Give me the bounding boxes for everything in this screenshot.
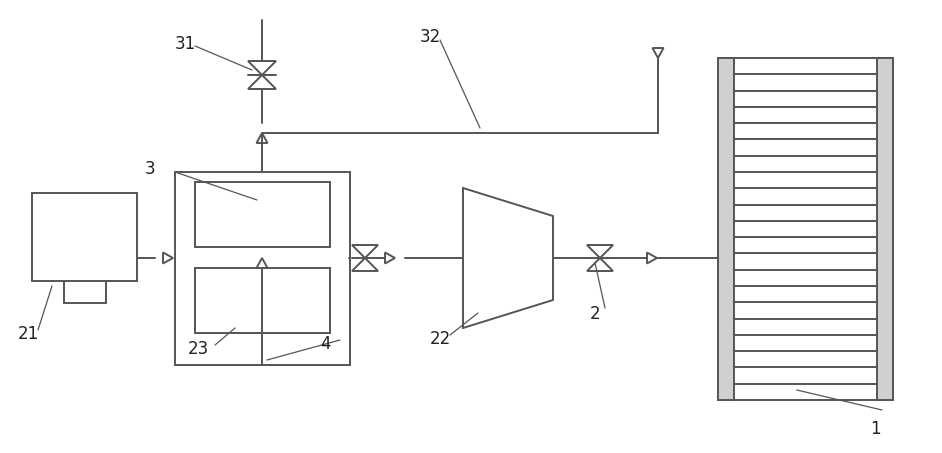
Bar: [877, 58, 893, 400]
Text: 23: 23: [188, 340, 209, 358]
Polygon shape: [653, 48, 663, 58]
Polygon shape: [647, 252, 657, 264]
Polygon shape: [352, 258, 378, 271]
Bar: [175, 172, 350, 365]
Bar: [195, 182, 330, 247]
Polygon shape: [248, 75, 276, 89]
Polygon shape: [256, 258, 268, 268]
Polygon shape: [248, 61, 276, 75]
Text: 22: 22: [430, 330, 451, 348]
Bar: [718, 58, 734, 400]
Text: 2: 2: [590, 305, 601, 323]
Bar: [32, 193, 137, 281]
Bar: [195, 268, 330, 333]
Polygon shape: [163, 252, 173, 264]
Polygon shape: [587, 258, 613, 271]
Text: 4: 4: [320, 335, 331, 353]
Text: 21: 21: [18, 325, 40, 343]
Text: 3: 3: [145, 160, 155, 178]
Text: 1: 1: [870, 420, 881, 438]
Polygon shape: [587, 245, 613, 258]
Polygon shape: [385, 252, 395, 264]
Text: 31: 31: [175, 35, 196, 53]
Text: 32: 32: [420, 28, 441, 46]
Polygon shape: [256, 133, 268, 143]
Polygon shape: [352, 245, 378, 258]
Bar: [718, 58, 893, 400]
Polygon shape: [463, 188, 553, 328]
